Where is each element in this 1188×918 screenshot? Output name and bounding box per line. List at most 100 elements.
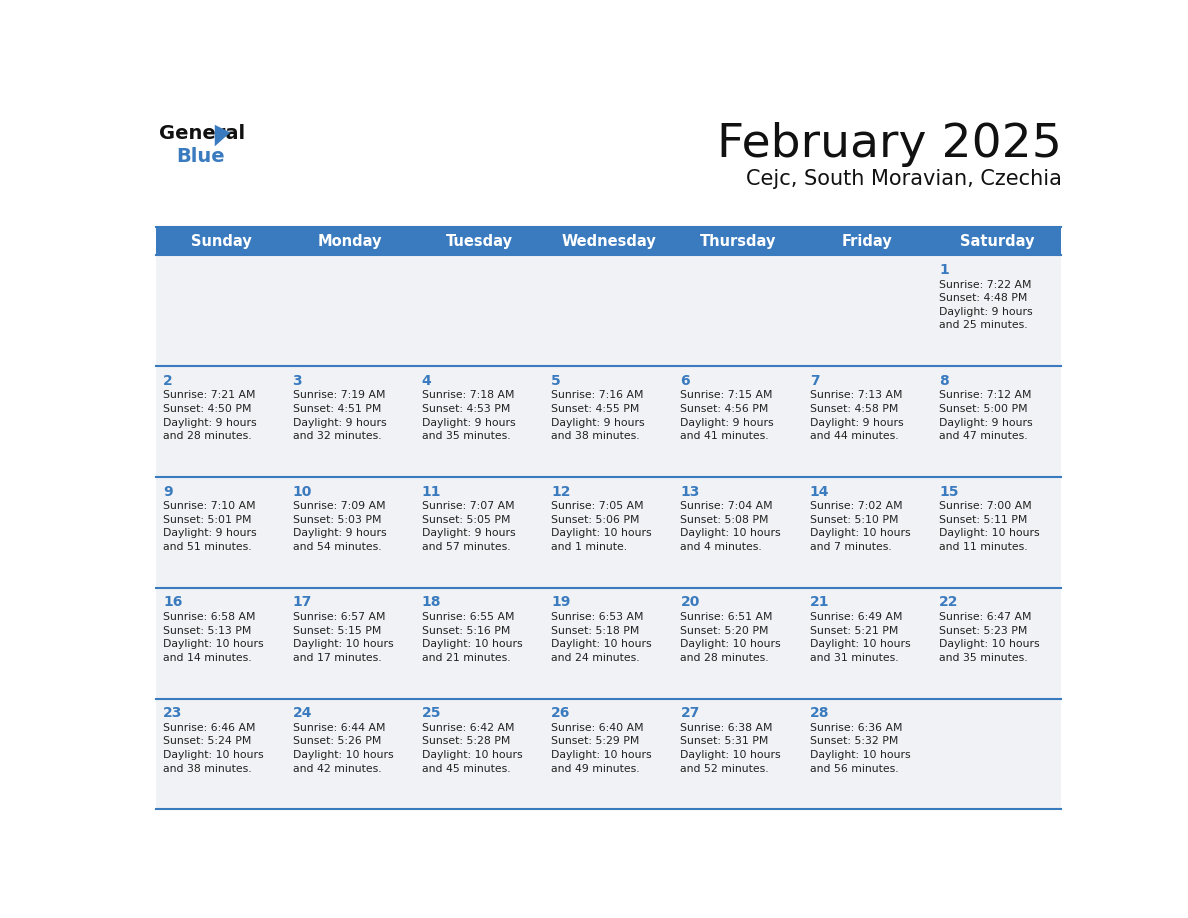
Bar <box>285 588 415 699</box>
Text: Sunrise: 7:04 AM
Sunset: 5:08 PM
Daylight: 10 hours
and 4 minutes.: Sunrise: 7:04 AM Sunset: 5:08 PM Dayligh… <box>681 501 781 552</box>
Bar <box>415 477 544 588</box>
Bar <box>803 255 933 366</box>
Text: Sunrise: 7:16 AM
Sunset: 4:55 PM
Daylight: 9 hours
and 38 minutes.: Sunrise: 7:16 AM Sunset: 4:55 PM Dayligh… <box>551 390 645 442</box>
Bar <box>285 699 415 810</box>
Text: Sunrise: 6:38 AM
Sunset: 5:31 PM
Daylight: 10 hours
and 52 minutes.: Sunrise: 6:38 AM Sunset: 5:31 PM Dayligh… <box>681 722 781 774</box>
Text: Sunrise: 6:58 AM
Sunset: 5:13 PM
Daylight: 10 hours
and 14 minutes.: Sunrise: 6:58 AM Sunset: 5:13 PM Dayligh… <box>163 612 264 663</box>
Bar <box>415 366 544 477</box>
Text: Tuesday: Tuesday <box>446 234 513 249</box>
Bar <box>544 255 674 366</box>
Bar <box>157 588 285 699</box>
Text: Sunrise: 7:12 AM
Sunset: 5:00 PM
Daylight: 9 hours
and 47 minutes.: Sunrise: 7:12 AM Sunset: 5:00 PM Dayligh… <box>939 390 1032 442</box>
Text: 16: 16 <box>163 596 183 610</box>
Text: 20: 20 <box>681 596 700 610</box>
Text: 4: 4 <box>422 374 431 387</box>
Bar <box>803 699 933 810</box>
Text: Cejc, South Moravian, Czechia: Cejc, South Moravian, Czechia <box>746 170 1061 189</box>
Text: 22: 22 <box>939 596 959 610</box>
Text: 12: 12 <box>551 485 570 498</box>
Bar <box>415 255 544 366</box>
Text: 14: 14 <box>810 485 829 498</box>
Text: 11: 11 <box>422 485 442 498</box>
Bar <box>157 227 1061 255</box>
Text: 6: 6 <box>681 374 690 387</box>
Bar <box>803 366 933 477</box>
Bar <box>674 588 803 699</box>
Text: Sunrise: 7:15 AM
Sunset: 4:56 PM
Daylight: 9 hours
and 41 minutes.: Sunrise: 7:15 AM Sunset: 4:56 PM Dayligh… <box>681 390 775 442</box>
Text: 1: 1 <box>939 263 949 277</box>
Text: 2: 2 <box>163 374 173 387</box>
Bar <box>285 255 415 366</box>
Text: General: General <box>159 124 246 143</box>
Bar <box>544 366 674 477</box>
Bar <box>803 588 933 699</box>
Text: 19: 19 <box>551 596 570 610</box>
Text: Sunrise: 7:21 AM
Sunset: 4:50 PM
Daylight: 9 hours
and 28 minutes.: Sunrise: 7:21 AM Sunset: 4:50 PM Dayligh… <box>163 390 257 442</box>
Text: Sunrise: 7:07 AM
Sunset: 5:05 PM
Daylight: 9 hours
and 57 minutes.: Sunrise: 7:07 AM Sunset: 5:05 PM Dayligh… <box>422 501 516 552</box>
Bar <box>157 366 285 477</box>
Text: February 2025: February 2025 <box>716 122 1061 167</box>
Text: Sunrise: 6:55 AM
Sunset: 5:16 PM
Daylight: 10 hours
and 21 minutes.: Sunrise: 6:55 AM Sunset: 5:16 PM Dayligh… <box>422 612 523 663</box>
Text: 26: 26 <box>551 706 570 721</box>
Text: Monday: Monday <box>318 234 383 249</box>
Text: 10: 10 <box>292 485 312 498</box>
Text: Saturday: Saturday <box>960 234 1034 249</box>
Bar <box>933 366 1061 477</box>
Bar <box>933 255 1061 366</box>
Text: Blue: Blue <box>176 147 225 166</box>
Text: 28: 28 <box>810 706 829 721</box>
Text: 18: 18 <box>422 596 442 610</box>
Text: Sunrise: 7:09 AM
Sunset: 5:03 PM
Daylight: 9 hours
and 54 minutes.: Sunrise: 7:09 AM Sunset: 5:03 PM Dayligh… <box>292 501 386 552</box>
Text: 7: 7 <box>810 374 820 387</box>
Text: 5: 5 <box>551 374 561 387</box>
Text: Sunrise: 6:40 AM
Sunset: 5:29 PM
Daylight: 10 hours
and 49 minutes.: Sunrise: 6:40 AM Sunset: 5:29 PM Dayligh… <box>551 722 652 774</box>
Bar <box>285 366 415 477</box>
Text: 3: 3 <box>292 374 302 387</box>
Text: Sunrise: 6:42 AM
Sunset: 5:28 PM
Daylight: 10 hours
and 45 minutes.: Sunrise: 6:42 AM Sunset: 5:28 PM Dayligh… <box>422 722 523 774</box>
Text: 24: 24 <box>292 706 312 721</box>
Bar <box>933 588 1061 699</box>
Text: Friday: Friday <box>842 234 893 249</box>
Text: Sunrise: 6:49 AM
Sunset: 5:21 PM
Daylight: 10 hours
and 31 minutes.: Sunrise: 6:49 AM Sunset: 5:21 PM Dayligh… <box>810 612 910 663</box>
Text: 13: 13 <box>681 485 700 498</box>
Text: Sunrise: 7:00 AM
Sunset: 5:11 PM
Daylight: 10 hours
and 11 minutes.: Sunrise: 7:00 AM Sunset: 5:11 PM Dayligh… <box>939 501 1040 552</box>
Bar <box>803 477 933 588</box>
Bar <box>157 255 285 366</box>
Text: Sunrise: 6:57 AM
Sunset: 5:15 PM
Daylight: 10 hours
and 17 minutes.: Sunrise: 6:57 AM Sunset: 5:15 PM Dayligh… <box>292 612 393 663</box>
Text: Thursday: Thursday <box>700 234 776 249</box>
Text: Sunrise: 7:10 AM
Sunset: 5:01 PM
Daylight: 9 hours
and 51 minutes.: Sunrise: 7:10 AM Sunset: 5:01 PM Dayligh… <box>163 501 257 552</box>
Text: Wednesday: Wednesday <box>562 234 656 249</box>
Text: 25: 25 <box>422 706 442 721</box>
Text: 17: 17 <box>292 596 312 610</box>
Text: 15: 15 <box>939 485 959 498</box>
Text: Sunrise: 6:53 AM
Sunset: 5:18 PM
Daylight: 10 hours
and 24 minutes.: Sunrise: 6:53 AM Sunset: 5:18 PM Dayligh… <box>551 612 652 663</box>
Bar <box>544 699 674 810</box>
Bar <box>674 255 803 366</box>
Bar <box>157 699 285 810</box>
Text: Sunrise: 7:18 AM
Sunset: 4:53 PM
Daylight: 9 hours
and 35 minutes.: Sunrise: 7:18 AM Sunset: 4:53 PM Dayligh… <box>422 390 516 442</box>
Text: Sunrise: 7:13 AM
Sunset: 4:58 PM
Daylight: 9 hours
and 44 minutes.: Sunrise: 7:13 AM Sunset: 4:58 PM Dayligh… <box>810 390 903 442</box>
Text: Sunrise: 6:47 AM
Sunset: 5:23 PM
Daylight: 10 hours
and 35 minutes.: Sunrise: 6:47 AM Sunset: 5:23 PM Dayligh… <box>939 612 1040 663</box>
Bar <box>415 588 544 699</box>
Text: Sunrise: 7:22 AM
Sunset: 4:48 PM
Daylight: 9 hours
and 25 minutes.: Sunrise: 7:22 AM Sunset: 4:48 PM Dayligh… <box>939 280 1032 330</box>
Text: Sunrise: 6:51 AM
Sunset: 5:20 PM
Daylight: 10 hours
and 28 minutes.: Sunrise: 6:51 AM Sunset: 5:20 PM Dayligh… <box>681 612 781 663</box>
Text: 8: 8 <box>939 374 949 387</box>
Bar <box>285 477 415 588</box>
Text: Sunrise: 6:36 AM
Sunset: 5:32 PM
Daylight: 10 hours
and 56 minutes.: Sunrise: 6:36 AM Sunset: 5:32 PM Dayligh… <box>810 722 910 774</box>
Text: 9: 9 <box>163 485 172 498</box>
Bar <box>933 477 1061 588</box>
Bar <box>674 699 803 810</box>
Text: 23: 23 <box>163 706 183 721</box>
Text: Sunrise: 6:44 AM
Sunset: 5:26 PM
Daylight: 10 hours
and 42 minutes.: Sunrise: 6:44 AM Sunset: 5:26 PM Dayligh… <box>292 722 393 774</box>
Text: 21: 21 <box>810 596 829 610</box>
Bar <box>415 699 544 810</box>
Bar <box>157 477 285 588</box>
Text: Sunrise: 7:02 AM
Sunset: 5:10 PM
Daylight: 10 hours
and 7 minutes.: Sunrise: 7:02 AM Sunset: 5:10 PM Dayligh… <box>810 501 910 552</box>
Bar <box>933 699 1061 810</box>
Bar <box>674 477 803 588</box>
Bar <box>674 366 803 477</box>
Text: Sunday: Sunday <box>190 234 252 249</box>
Text: 27: 27 <box>681 706 700 721</box>
Bar <box>544 588 674 699</box>
Text: Sunrise: 7:19 AM
Sunset: 4:51 PM
Daylight: 9 hours
and 32 minutes.: Sunrise: 7:19 AM Sunset: 4:51 PM Dayligh… <box>292 390 386 442</box>
